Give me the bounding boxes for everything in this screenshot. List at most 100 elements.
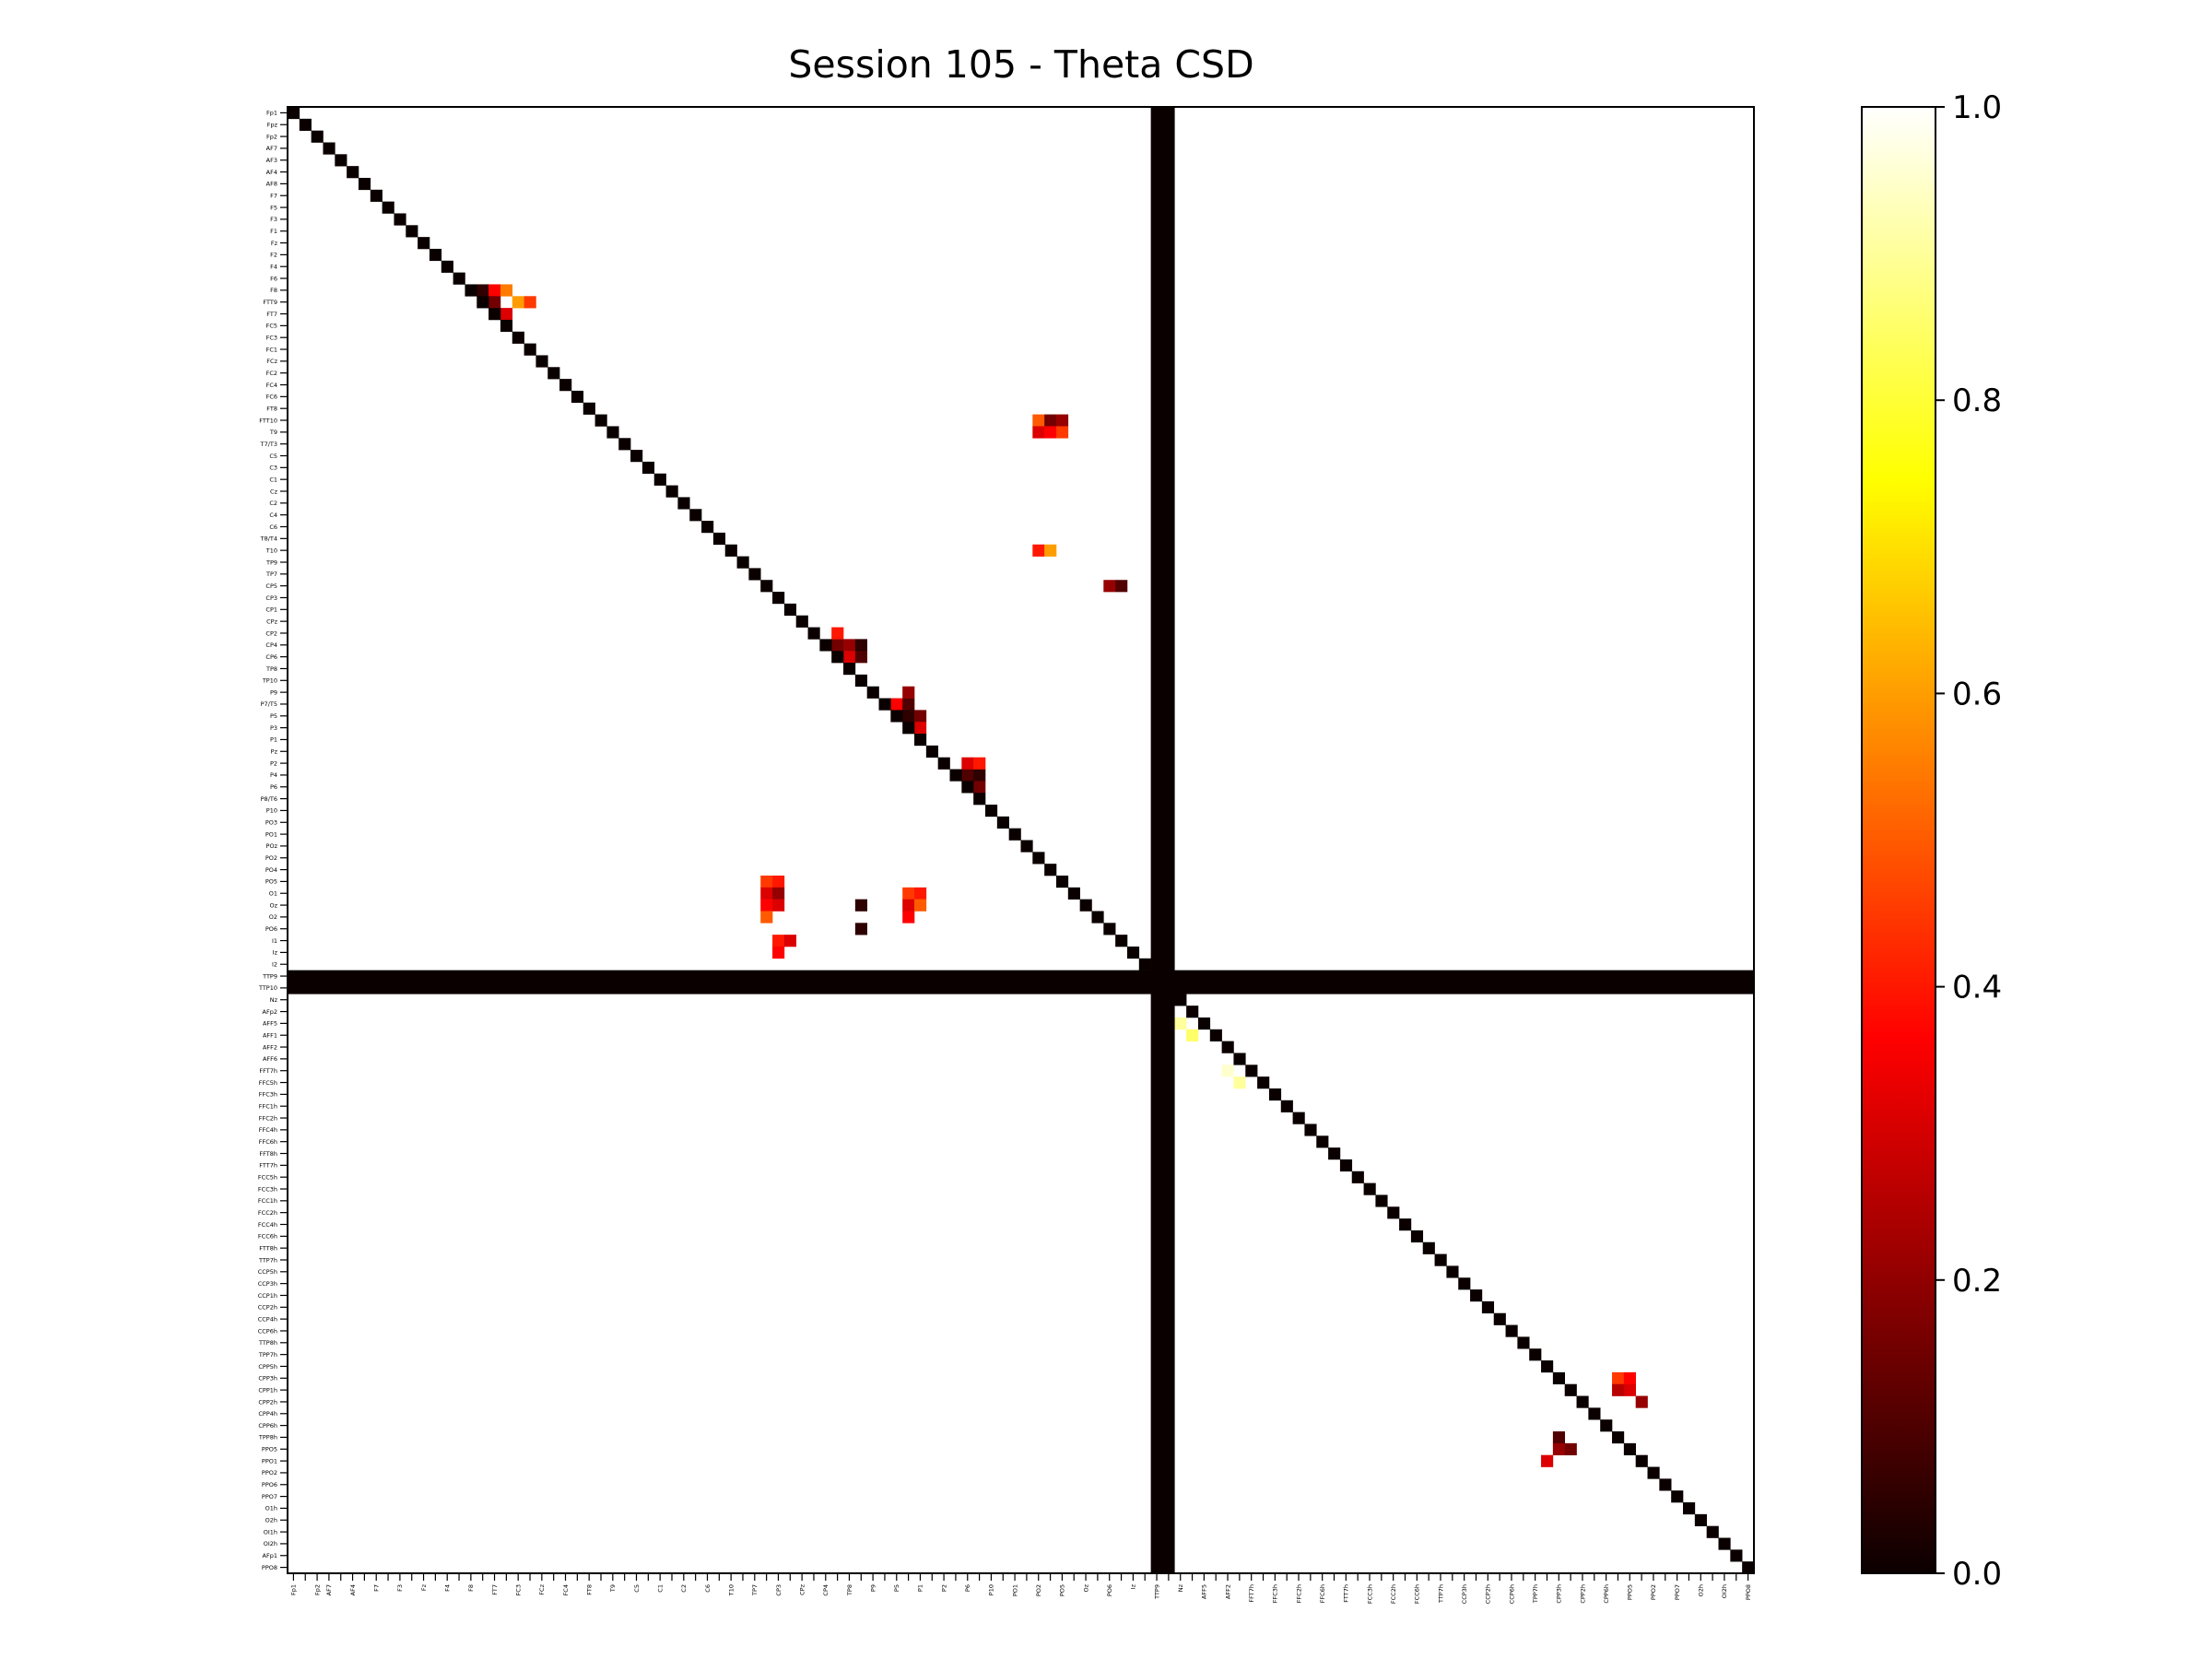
x-tick-label: P2 [940,1584,947,1592]
heatmap-cell [902,887,915,900]
diagonal-cell [441,260,453,273]
heatmap-cell [902,686,915,699]
diagonal-cell [1399,1218,1412,1231]
diagonal-cell [1659,1478,1672,1491]
y-tick-label: Fp1 [266,110,277,117]
y-tick-label: CP3 [265,594,277,602]
diagonal-cell [1576,1395,1589,1408]
x-tick-label: C5 [633,1584,641,1593]
diagonal-cell [1186,1006,1199,1018]
y-tick-label: OI1h [264,1528,277,1535]
heatmap-cell [973,781,986,794]
diagonal-cell [890,710,903,723]
y-tick-label: F1 [270,228,277,235]
x-tick-label: PO6 [1106,1584,1113,1596]
y-tick-label: F2 [270,252,277,259]
y-tick-label: CP5 [265,582,277,590]
y-tick-label: FCC5h [258,1173,277,1181]
diagonal-cell [689,509,702,522]
heatmap-cell [760,899,773,912]
diagonal-cell [500,319,513,333]
heatmap-cell [1055,426,1069,439]
y-tick-label: CPz [266,618,277,625]
heatmap-cell [1623,1371,1636,1385]
x-tick-label: PPO7 [1674,1584,1681,1600]
y-tick-label: F3 [270,216,277,223]
diagonal-cell [1493,1312,1506,1325]
x-tick-label: AFF5 [1201,1584,1208,1599]
heatmap-cell [488,296,501,309]
diagonal-cell [406,225,418,238]
diagonal-cell [630,450,643,463]
y-tick-label: Pz [271,748,278,756]
diagonal-cell [653,473,666,486]
x-tick-label: AFF2 [1224,1584,1231,1599]
heatmap-cell [1233,1077,1246,1089]
diagonal-cell [878,698,891,711]
diagonal-cell [477,296,489,309]
x-tick-label: PO2 [1035,1584,1042,1596]
diagonal-cell [1730,1549,1743,1562]
diagonal-cell [866,686,879,699]
diagonal-cell [1481,1300,1495,1314]
y-tick-label: C2 [269,500,277,507]
diagonal-cell [1552,1371,1566,1385]
diagonal-cell [760,580,773,593]
y-tick-label: FTT9 [263,299,277,306]
y-tick-label: TP7 [265,571,277,578]
y-tick-label: CP6 [265,653,277,661]
diagonal-cell [819,639,832,652]
y-tick-label: F4 [270,264,277,271]
y-tick-label: CCP3h [258,1280,277,1288]
diagonal-cell [937,757,950,770]
diagonal-cell [902,722,915,735]
x-tick-label: Fp2 [313,1584,321,1595]
y-tick-label: O1 [269,890,277,898]
y-tick-label: FTT8h [259,1244,277,1252]
x-tick-label: CCP6h [1508,1584,1515,1604]
diagonal-cell [1505,1324,1518,1337]
y-tick-label: FFC2h [259,1114,277,1122]
heatmap-cell [831,639,844,652]
heatmap-cell [488,284,501,297]
heatmap-cell [760,875,773,888]
y-tick-label: CPP4h [258,1410,277,1418]
diagonal-cell [783,603,797,617]
diagonal-cell [1292,1112,1305,1124]
y-tick-label: Cz [270,488,278,495]
y-tick-label: TP9 [265,559,277,566]
diagonal-cell [1067,887,1080,900]
heatmap-cell [1552,1431,1566,1444]
x-tick-label: FFC6h [1319,1584,1326,1603]
diagonal-cell [1600,1419,1613,1432]
y-tick-label: TTP7h [258,1256,277,1264]
diagonal-cell [1316,1135,1329,1148]
y-tick-label: P1 [270,736,277,744]
x-tick-label: Oz [1082,1583,1089,1592]
y-tick-label: FFC6h [259,1138,277,1146]
y-tick-label: T8/T4 [260,535,277,543]
y-axis-ticks: Fp1 Fpz Fp2 AF7 AF3 AF4 AF8 F7 F5 F3 F1 Fz F2 F4 F6 F8 F… [258,110,288,1571]
y-tick-label: PO1 [265,830,277,838]
diagonal-cell [288,107,300,120]
y-tick-label: AF8 [266,181,277,188]
y-tick-label: C6 [269,524,277,531]
zero-channel-row [288,970,1754,982]
diagonal-cell [1422,1241,1435,1254]
y-tick-label: PPO8 [262,1564,277,1571]
diagonal-cell [665,485,678,498]
heatmap-cell [1612,1371,1625,1385]
x-tick-label: Fz [420,1583,428,1591]
diagonal-cell [748,568,761,581]
y-tick-label: C5 [269,453,277,460]
diagonal-cell [1091,911,1104,924]
heatmap-cell [1032,426,1045,439]
y-tick-label: FCC3h [258,1185,277,1193]
diagonal-cell [1197,1017,1211,1030]
diagonal-cell [418,237,430,250]
y-tick-label: P9 [270,688,277,696]
diagonal-cell [394,213,406,226]
diagonal-cell [1032,852,1045,865]
x-tick-label: T10 [727,1584,735,1596]
diagonal-cell [712,532,726,546]
